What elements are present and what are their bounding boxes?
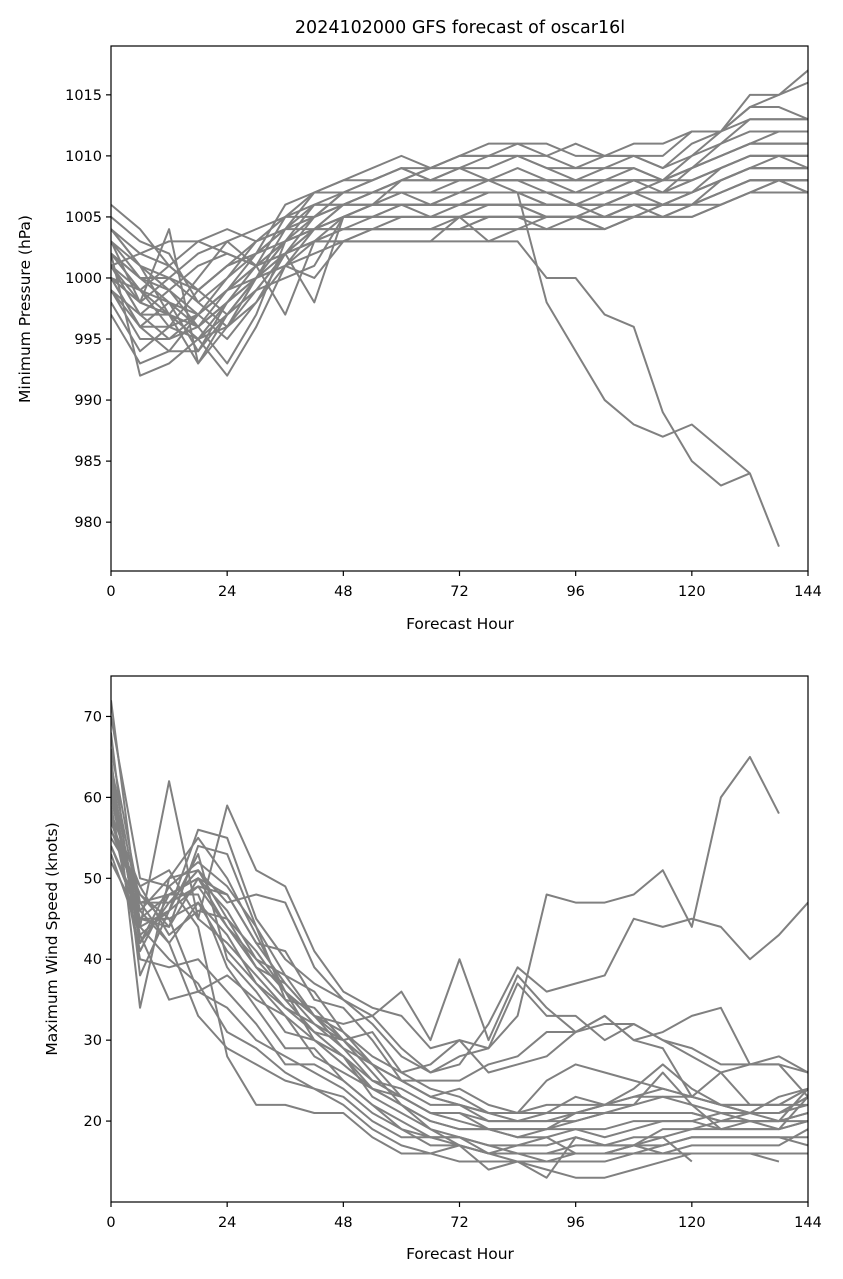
wind-x-tick-label: 120 — [678, 1215, 706, 1231]
pressure-series-group — [111, 69, 808, 547]
pressure-x-tick-label: 48 — [334, 584, 352, 600]
pressure-x-tick-label: 96 — [566, 584, 584, 600]
pressure-x-axis-label: Forecast Hour — [406, 615, 514, 633]
wind-y-tick-label: 20 — [84, 1114, 102, 1130]
wind-x-tick-label: 72 — [450, 1215, 468, 1231]
pressure-y-tick-label: 985 — [74, 454, 102, 470]
pressure-series-line-26 — [111, 154, 808, 292]
wind-y-tick-label: 50 — [84, 871, 102, 887]
pressure-series-line-3 — [111, 106, 808, 341]
pressure-series-line-19 — [111, 179, 780, 547]
pressure-panel: 2024102000 GFS forecast of oscar16l 0 24 4… — [16, 18, 822, 633]
pressure-series-line-28 — [111, 179, 808, 341]
wind-x-tick-label: 48 — [334, 1215, 352, 1231]
wind-series-line-1 — [111, 700, 780, 1050]
wind-y-tick-label: 60 — [84, 790, 102, 806]
pressure-y-tick-label: 1015 — [65, 88, 102, 104]
pressure-series-line-18 — [111, 240, 751, 487]
pressure-x-tick-label: 72 — [450, 584, 468, 600]
wind-series-line-15 — [111, 772, 808, 1155]
wind-panel: 0 24 48 72 96 120 144 20 30 40 50 60 70 Forecast Ho… — [43, 675, 822, 1263]
wind-y-tick-label: 70 — [84, 709, 102, 725]
pressure-x-ticks: 0 24 48 72 96 120 144 — [106, 571, 822, 600]
wind-y-tick-label: 30 — [84, 1033, 102, 1049]
pressure-y-tick-label: 1010 — [65, 149, 102, 165]
chart-title: 2024102000 GFS forecast of oscar16l — [295, 18, 625, 38]
wind-series-line-20 — [111, 797, 808, 1114]
wind-series-group — [111, 700, 808, 1179]
wind-y-ticks: 20 30 40 50 60 70 — [84, 709, 111, 1130]
pressure-y-ticks: 980 985 990 995 1000 1005 1010 1015 — [65, 88, 111, 531]
wind-x-tick-label: 96 — [566, 1215, 584, 1231]
pressure-series-line-27 — [111, 167, 808, 341]
wind-y-tick-label: 40 — [84, 952, 102, 968]
pressure-x-tick-label: 144 — [794, 584, 822, 600]
pressure-x-tick-label: 120 — [678, 584, 706, 600]
wind-series-line-4 — [111, 781, 808, 1074]
wind-x-axis-label: Forecast Hour — [406, 1245, 514, 1263]
pressure-y-tick-label: 995 — [74, 332, 102, 348]
wind-series-line-17 — [111, 716, 780, 1179]
wind-x-tick-label: 24 — [218, 1215, 236, 1231]
pressure-x-tick-label: 0 — [106, 584, 115, 600]
wind-x-tick-label: 0 — [106, 1215, 115, 1231]
wind-y-axis-label: Maximum Wind Speed (knots) — [43, 822, 61, 1055]
wind-series-line-24 — [111, 821, 808, 1123]
pressure-y-tick-label: 1005 — [65, 210, 102, 226]
wind-x-ticks: 0 24 48 72 96 120 144 — [106, 1202, 822, 1231]
wind-series-line-23 — [111, 845, 808, 1131]
pressure-y-tick-label: 980 — [74, 515, 102, 531]
pressure-y-axis-label: Minimum Pressure (hPa) — [16, 215, 34, 403]
pressure-y-tick-label: 990 — [74, 393, 102, 409]
pressure-y-tick-label: 1000 — [65, 271, 102, 287]
pressure-x-tick-label: 24 — [218, 584, 236, 600]
wind-series-line-5 — [111, 797, 808, 1098]
wind-series-line-18 — [111, 764, 693, 1163]
wind-x-tick-label: 144 — [794, 1215, 822, 1231]
wind-series-line-2 — [111, 732, 808, 1074]
